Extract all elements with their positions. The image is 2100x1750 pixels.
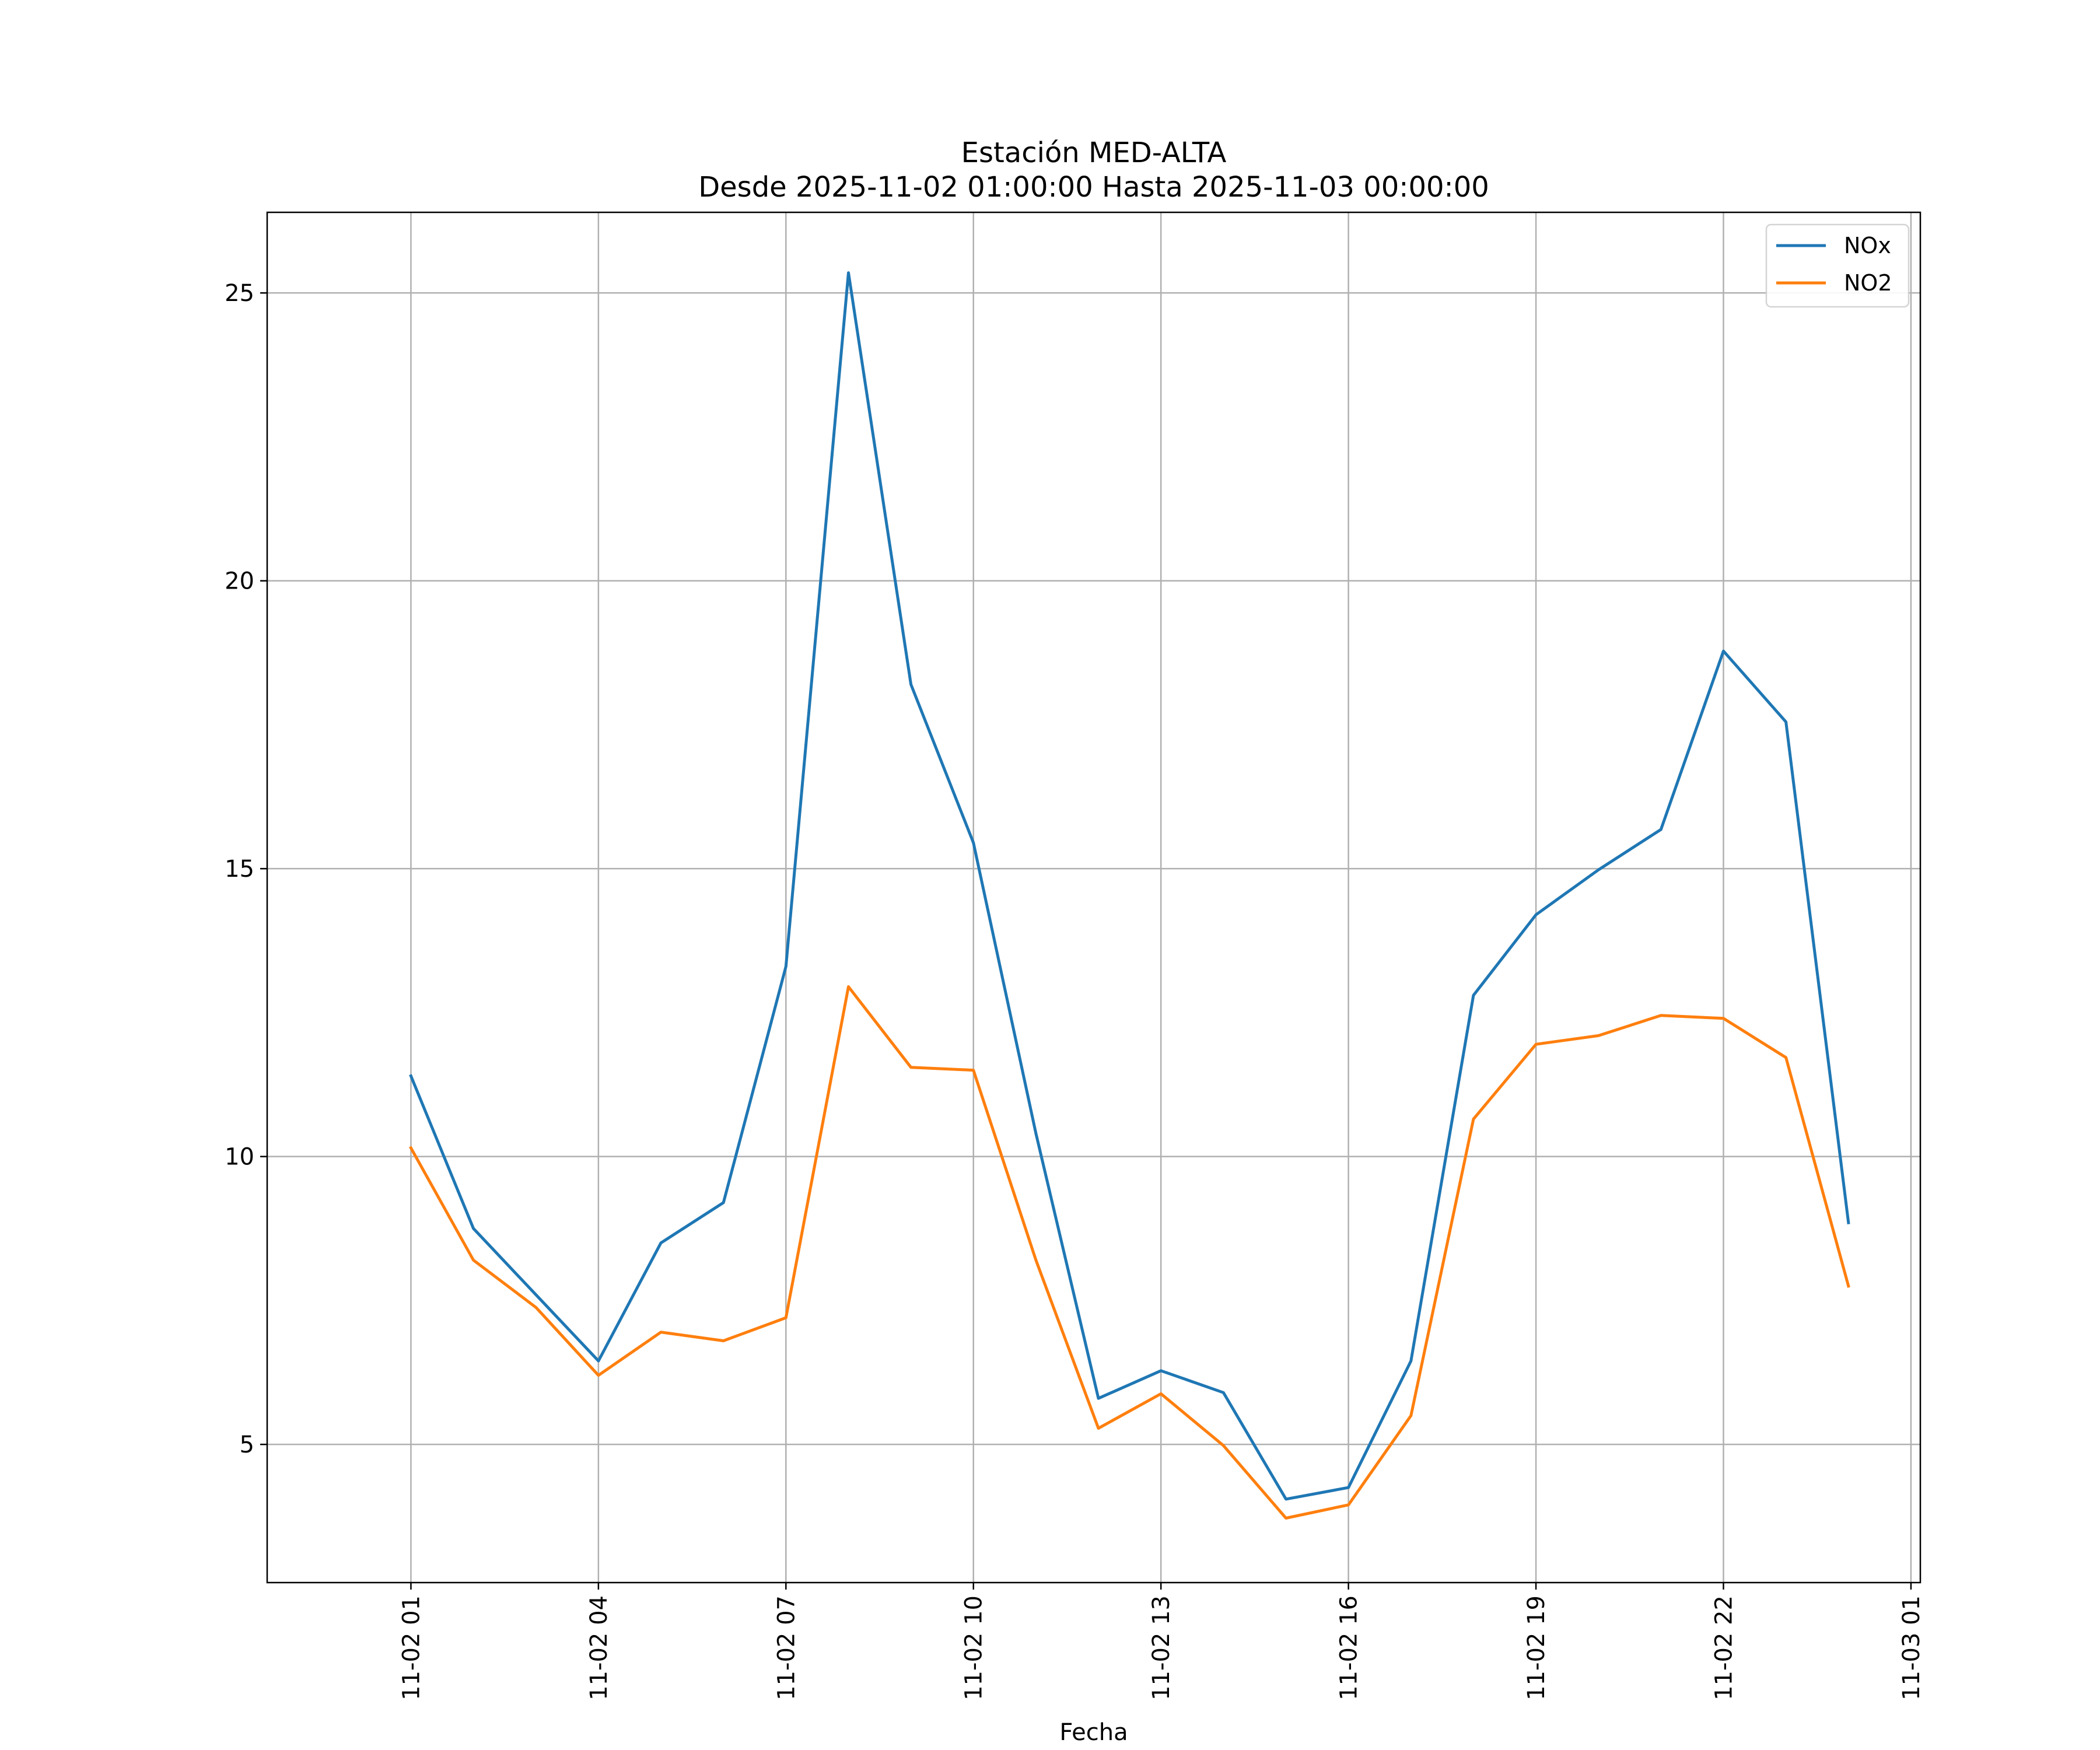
chart-subtitle: Desde 2025-11-02 01:00:00 Hasta 2025-11-… [698, 171, 1489, 204]
series-line-nox [409, 271, 1850, 1501]
chart-title: Estación MED-ALTA [961, 136, 1227, 169]
y-tick-label: 10 [225, 1144, 254, 1171]
series-line-no2 [408, 985, 1850, 1520]
x-tick-label: 11-02 04 [586, 1595, 612, 1700]
x-tick-label: 11-02 07 [773, 1595, 800, 1700]
legend: NOx NO2 [1765, 223, 1910, 308]
y-tick-label: 25 [225, 280, 254, 307]
y-tick-label: 20 [225, 568, 254, 595]
y-tick-label: 5 [240, 1432, 254, 1458]
plot-frame [266, 211, 1922, 1584]
x-tick-label: 11-02 01 [398, 1595, 425, 1700]
legend-label-nox: NOx [1844, 233, 1891, 258]
x-tick-label: 11-02 19 [1523, 1595, 1550, 1700]
x-axis-ticks: 11-02 01 11-02 04 11-02 07 11-02 10 11-02 13… [398, 1583, 1925, 1700]
x-tick-label: 11-02 10 [961, 1595, 988, 1700]
x-tick-label: 11-02 16 [1336, 1595, 1363, 1700]
legend-label-no2: NO2 [1844, 270, 1892, 296]
series-lines [408, 271, 1850, 1520]
y-tick-label: 15 [225, 856, 254, 883]
x-axis-label: Fecha [1059, 1719, 1128, 1746]
x-tick-label: 11-02 13 [1148, 1595, 1175, 1700]
x-tick-label: 11-03 01 [1898, 1595, 1925, 1700]
x-tick-label: 11-02 22 [1710, 1595, 1737, 1700]
y-axis-ticks: 5 10 15 20 25 [225, 280, 267, 1458]
grid [267, 212, 1920, 1583]
